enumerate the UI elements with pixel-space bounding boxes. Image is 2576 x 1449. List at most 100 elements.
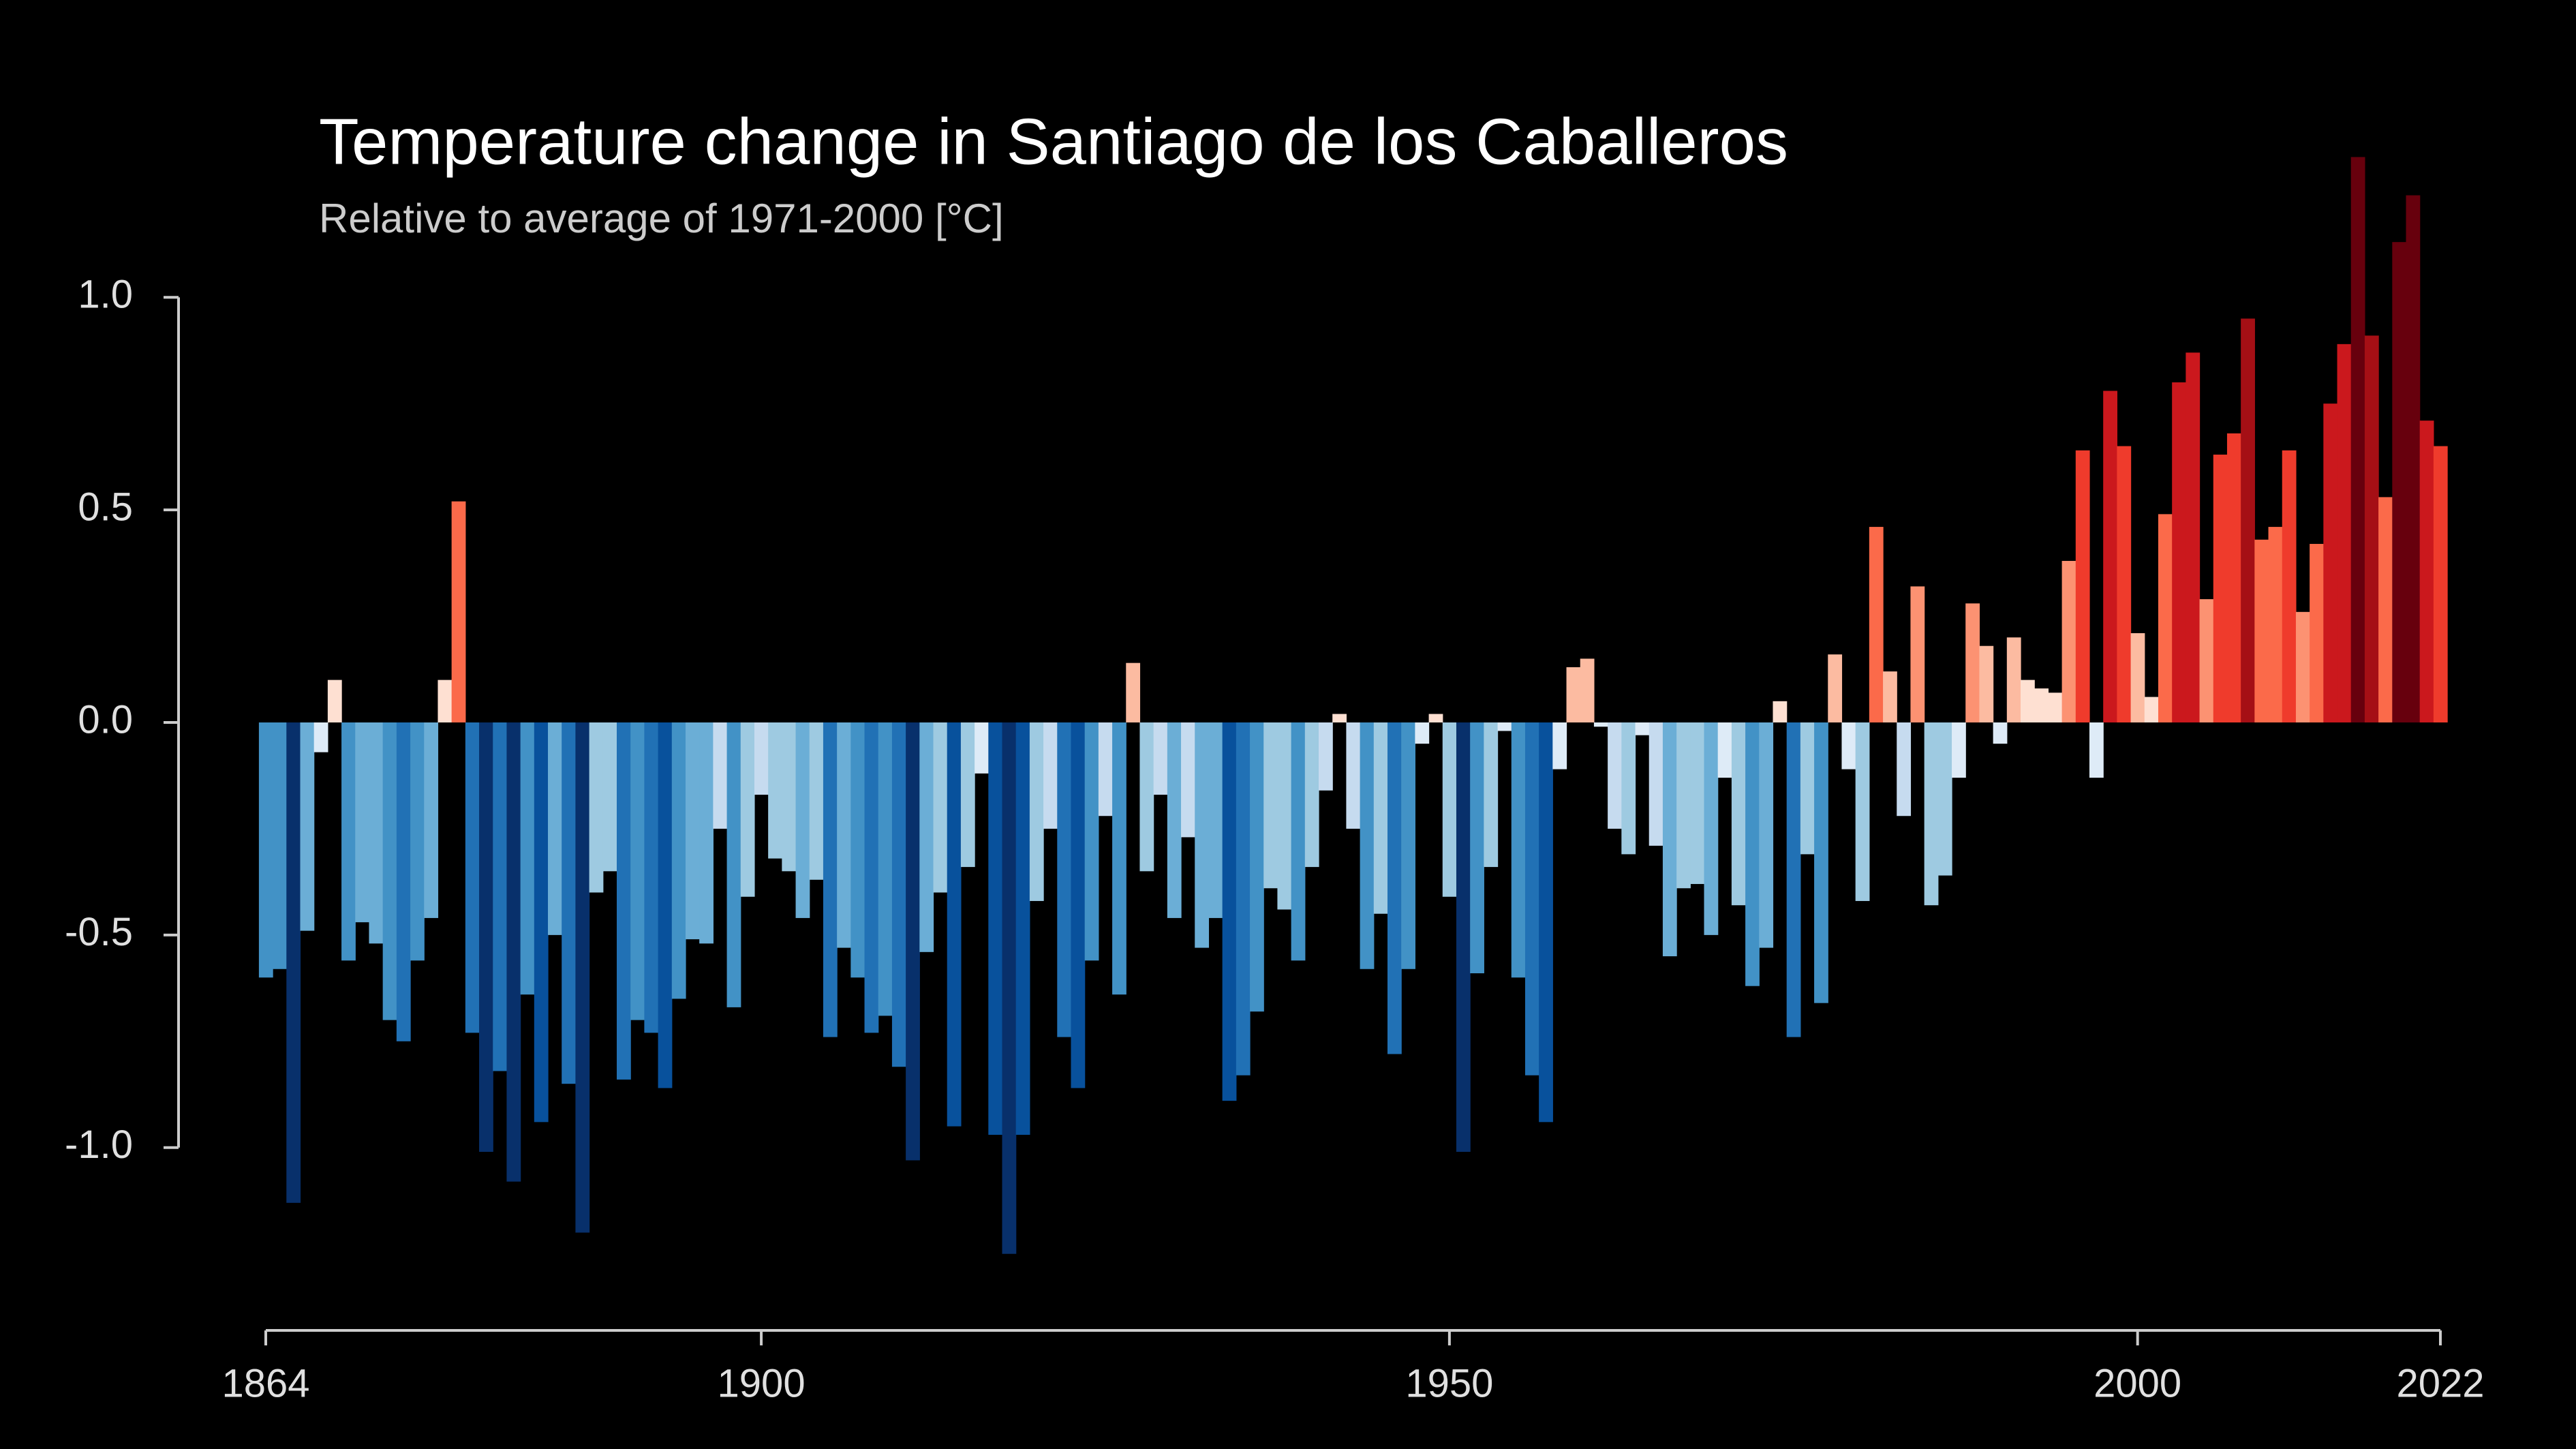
bar	[2295, 611, 2310, 722]
bar	[658, 722, 673, 1088]
bar	[1442, 722, 1457, 897]
bar	[837, 722, 851, 948]
bar	[975, 722, 989, 774]
bar	[1883, 671, 1897, 722]
bar	[1263, 722, 1278, 889]
bar	[1841, 722, 1856, 769]
bar	[1291, 722, 1306, 961]
y-tick-label: -1.0	[65, 1123, 133, 1167]
bar	[2021, 680, 2035, 722]
bar	[2048, 692, 2063, 722]
bar	[809, 722, 824, 880]
bar	[1800, 722, 1815, 855]
bar	[671, 722, 686, 999]
bar	[562, 722, 577, 1084]
bar	[1965, 603, 1980, 722]
bar	[589, 722, 604, 893]
bar	[1277, 722, 1292, 910]
bar	[2310, 544, 2324, 722]
bar	[438, 680, 453, 722]
chart-subtitle: Relative to average of 1971-2000 [°C]	[319, 196, 1004, 241]
bar	[1855, 722, 1870, 901]
bar	[2075, 450, 2090, 722]
bar	[1814, 722, 1828, 1003]
bar	[1222, 722, 1237, 1101]
bar	[1015, 722, 1030, 1135]
bar	[699, 722, 714, 944]
bar	[782, 722, 797, 872]
bar	[2034, 688, 2049, 722]
bar	[396, 722, 411, 1041]
bar	[960, 722, 975, 868]
bar	[410, 722, 425, 961]
bar	[2186, 352, 2201, 722]
bar	[1387, 722, 1402, 1054]
bar	[1580, 658, 1595, 722]
bar	[2103, 391, 2117, 722]
bar	[1415, 722, 1430, 744]
bar	[2268, 527, 2283, 722]
bar	[2117, 446, 2132, 722]
bar	[933, 722, 948, 893]
bar	[2364, 335, 2379, 722]
bar	[1208, 722, 1223, 918]
bar	[1979, 645, 1994, 722]
bar	[2282, 450, 2297, 722]
bar	[1497, 722, 1512, 731]
bar	[273, 722, 287, 969]
bar	[1346, 722, 1361, 829]
bar	[1167, 722, 1182, 918]
bar	[1635, 722, 1650, 735]
bar	[1717, 722, 1732, 778]
bar	[1181, 722, 1195, 838]
bar	[1098, 722, 1113, 817]
x-tick-label: 1864	[221, 1361, 309, 1405]
bar	[2337, 344, 2352, 722]
bar	[1029, 722, 1044, 901]
x-tick-label: 2000	[2094, 1361, 2181, 1405]
bar	[1786, 722, 1801, 1037]
bar	[1552, 722, 1567, 769]
bar	[878, 722, 893, 1016]
bar	[2226, 433, 2241, 722]
bar	[2241, 318, 2255, 722]
bar	[1071, 722, 1086, 1088]
bar	[617, 722, 631, 1080]
bar	[1511, 722, 1526, 978]
bar	[548, 722, 562, 935]
bar	[754, 722, 769, 795]
bar	[1593, 722, 1608, 727]
y-tick-label: 1.0	[78, 273, 133, 317]
bar	[1621, 722, 1636, 855]
bar	[1043, 722, 1058, 829]
bar	[630, 722, 645, 1020]
bar	[1195, 722, 1210, 948]
bar	[644, 722, 659, 1033]
bar	[465, 722, 480, 1033]
bar	[1319, 722, 1333, 791]
bar	[1910, 586, 1925, 722]
bar	[1759, 722, 1774, 948]
bar	[713, 722, 728, 829]
bar	[2199, 599, 2214, 722]
bar	[2172, 382, 2186, 722]
bar	[1524, 722, 1539, 1076]
bar	[341, 722, 356, 961]
bar	[1360, 722, 1375, 969]
bar	[534, 722, 549, 1123]
bar	[1250, 722, 1264, 1012]
bar	[1456, 722, 1471, 1152]
bar	[2061, 560, 2076, 722]
bar	[1924, 722, 1939, 906]
bar	[1745, 722, 1760, 986]
bar	[1401, 722, 1415, 969]
bar	[2323, 403, 2338, 722]
bar	[795, 722, 810, 918]
bar	[2130, 633, 2145, 722]
bar	[493, 722, 508, 1071]
bar	[451, 501, 466, 722]
bar	[327, 680, 342, 722]
bar	[369, 722, 384, 944]
bar	[575, 722, 590, 1233]
